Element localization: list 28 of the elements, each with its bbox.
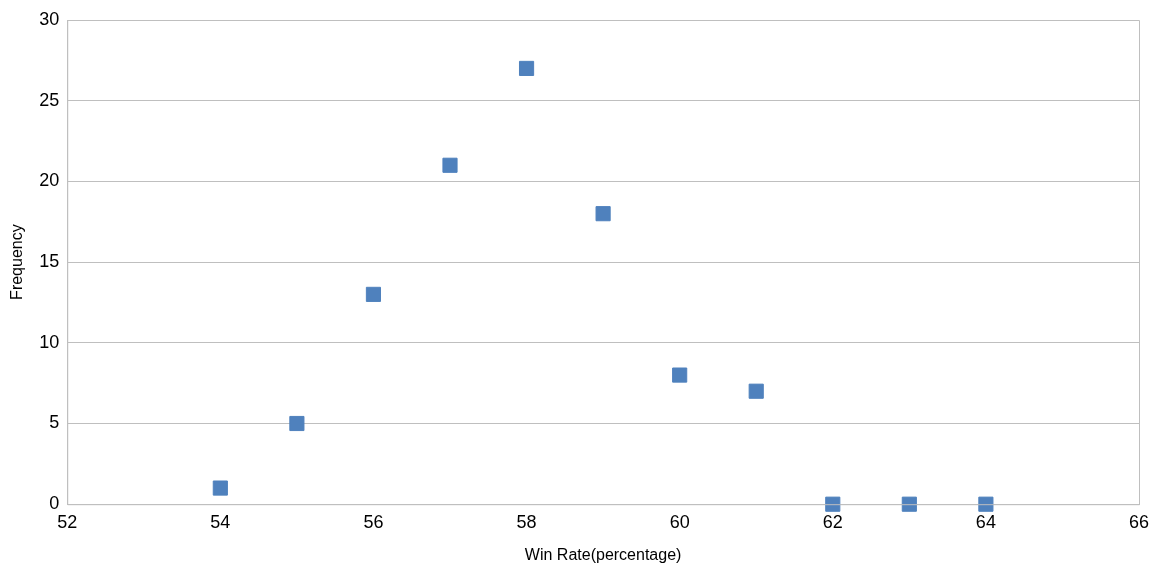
y-axis-title: Frequency (8, 224, 26, 300)
point (212, 480, 228, 496)
point (518, 60, 535, 76)
x-tick-label: 62 (822, 511, 843, 532)
y-tick-label: 25 (39, 89, 60, 110)
point (595, 206, 611, 222)
x-axis-title: Win Rate(percentage) (524, 545, 682, 563)
y-tick-label: 30 (39, 8, 60, 29)
point (901, 496, 917, 512)
point (365, 286, 382, 302)
x-tick-label: 54 (210, 511, 231, 532)
point (825, 496, 841, 512)
y-tick-label: 10 (39, 331, 60, 352)
y-tick-label: 15 (39, 251, 60, 272)
point (748, 383, 764, 399)
x-tick-label: 64 (975, 511, 996, 532)
x-tick-label: 58 (516, 511, 537, 532)
x-tick-label: 60 (669, 511, 690, 532)
x-tick-label: 56 (363, 511, 384, 532)
x-tick-label: 66 (1128, 511, 1150, 532)
y-tick-label: 5 (49, 412, 60, 433)
y-tick-label: 20 (39, 170, 60, 191)
point (672, 367, 688, 383)
x-tick-label: 52 (57, 511, 78, 532)
y-tick-label: 0 (49, 493, 60, 514)
point (442, 157, 458, 173)
point (978, 496, 994, 512)
point (289, 415, 305, 432)
